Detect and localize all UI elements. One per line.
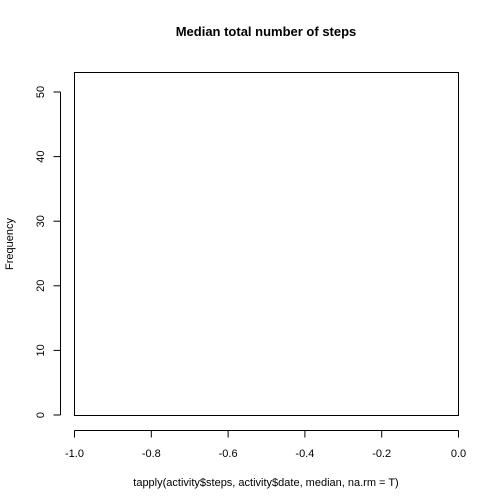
y-tick-label: 0 (35, 412, 47, 418)
y-axis: 0 10 20 30 40 50 (35, 86, 61, 418)
chart-title: Median total number of steps (176, 24, 357, 39)
x-tick-label: -0.4 (295, 448, 314, 460)
x-axis-label: tapply(activity$steps, activity$date, me… (133, 477, 398, 489)
x-tick-label: -1.0 (65, 448, 84, 460)
x-tick-label: -0.2 (372, 448, 391, 460)
y-tick-label: 10 (35, 344, 47, 356)
y-tick-label: 30 (35, 215, 47, 227)
y-tick-label: 50 (35, 86, 47, 98)
x-tick-label: 0.0 (451, 448, 466, 460)
x-axis: -1.0 -0.8 -0.6 -0.4 -0.2 0.0 (65, 430, 466, 460)
y-tick-label: 20 (35, 280, 47, 292)
y-axis-label: Frequency (4, 218, 16, 270)
plot-area (74, 72, 459, 416)
y-tick-label: 40 (35, 150, 47, 162)
x-tick-label: -0.8 (142, 448, 161, 460)
x-tick-label: -0.6 (219, 448, 238, 460)
